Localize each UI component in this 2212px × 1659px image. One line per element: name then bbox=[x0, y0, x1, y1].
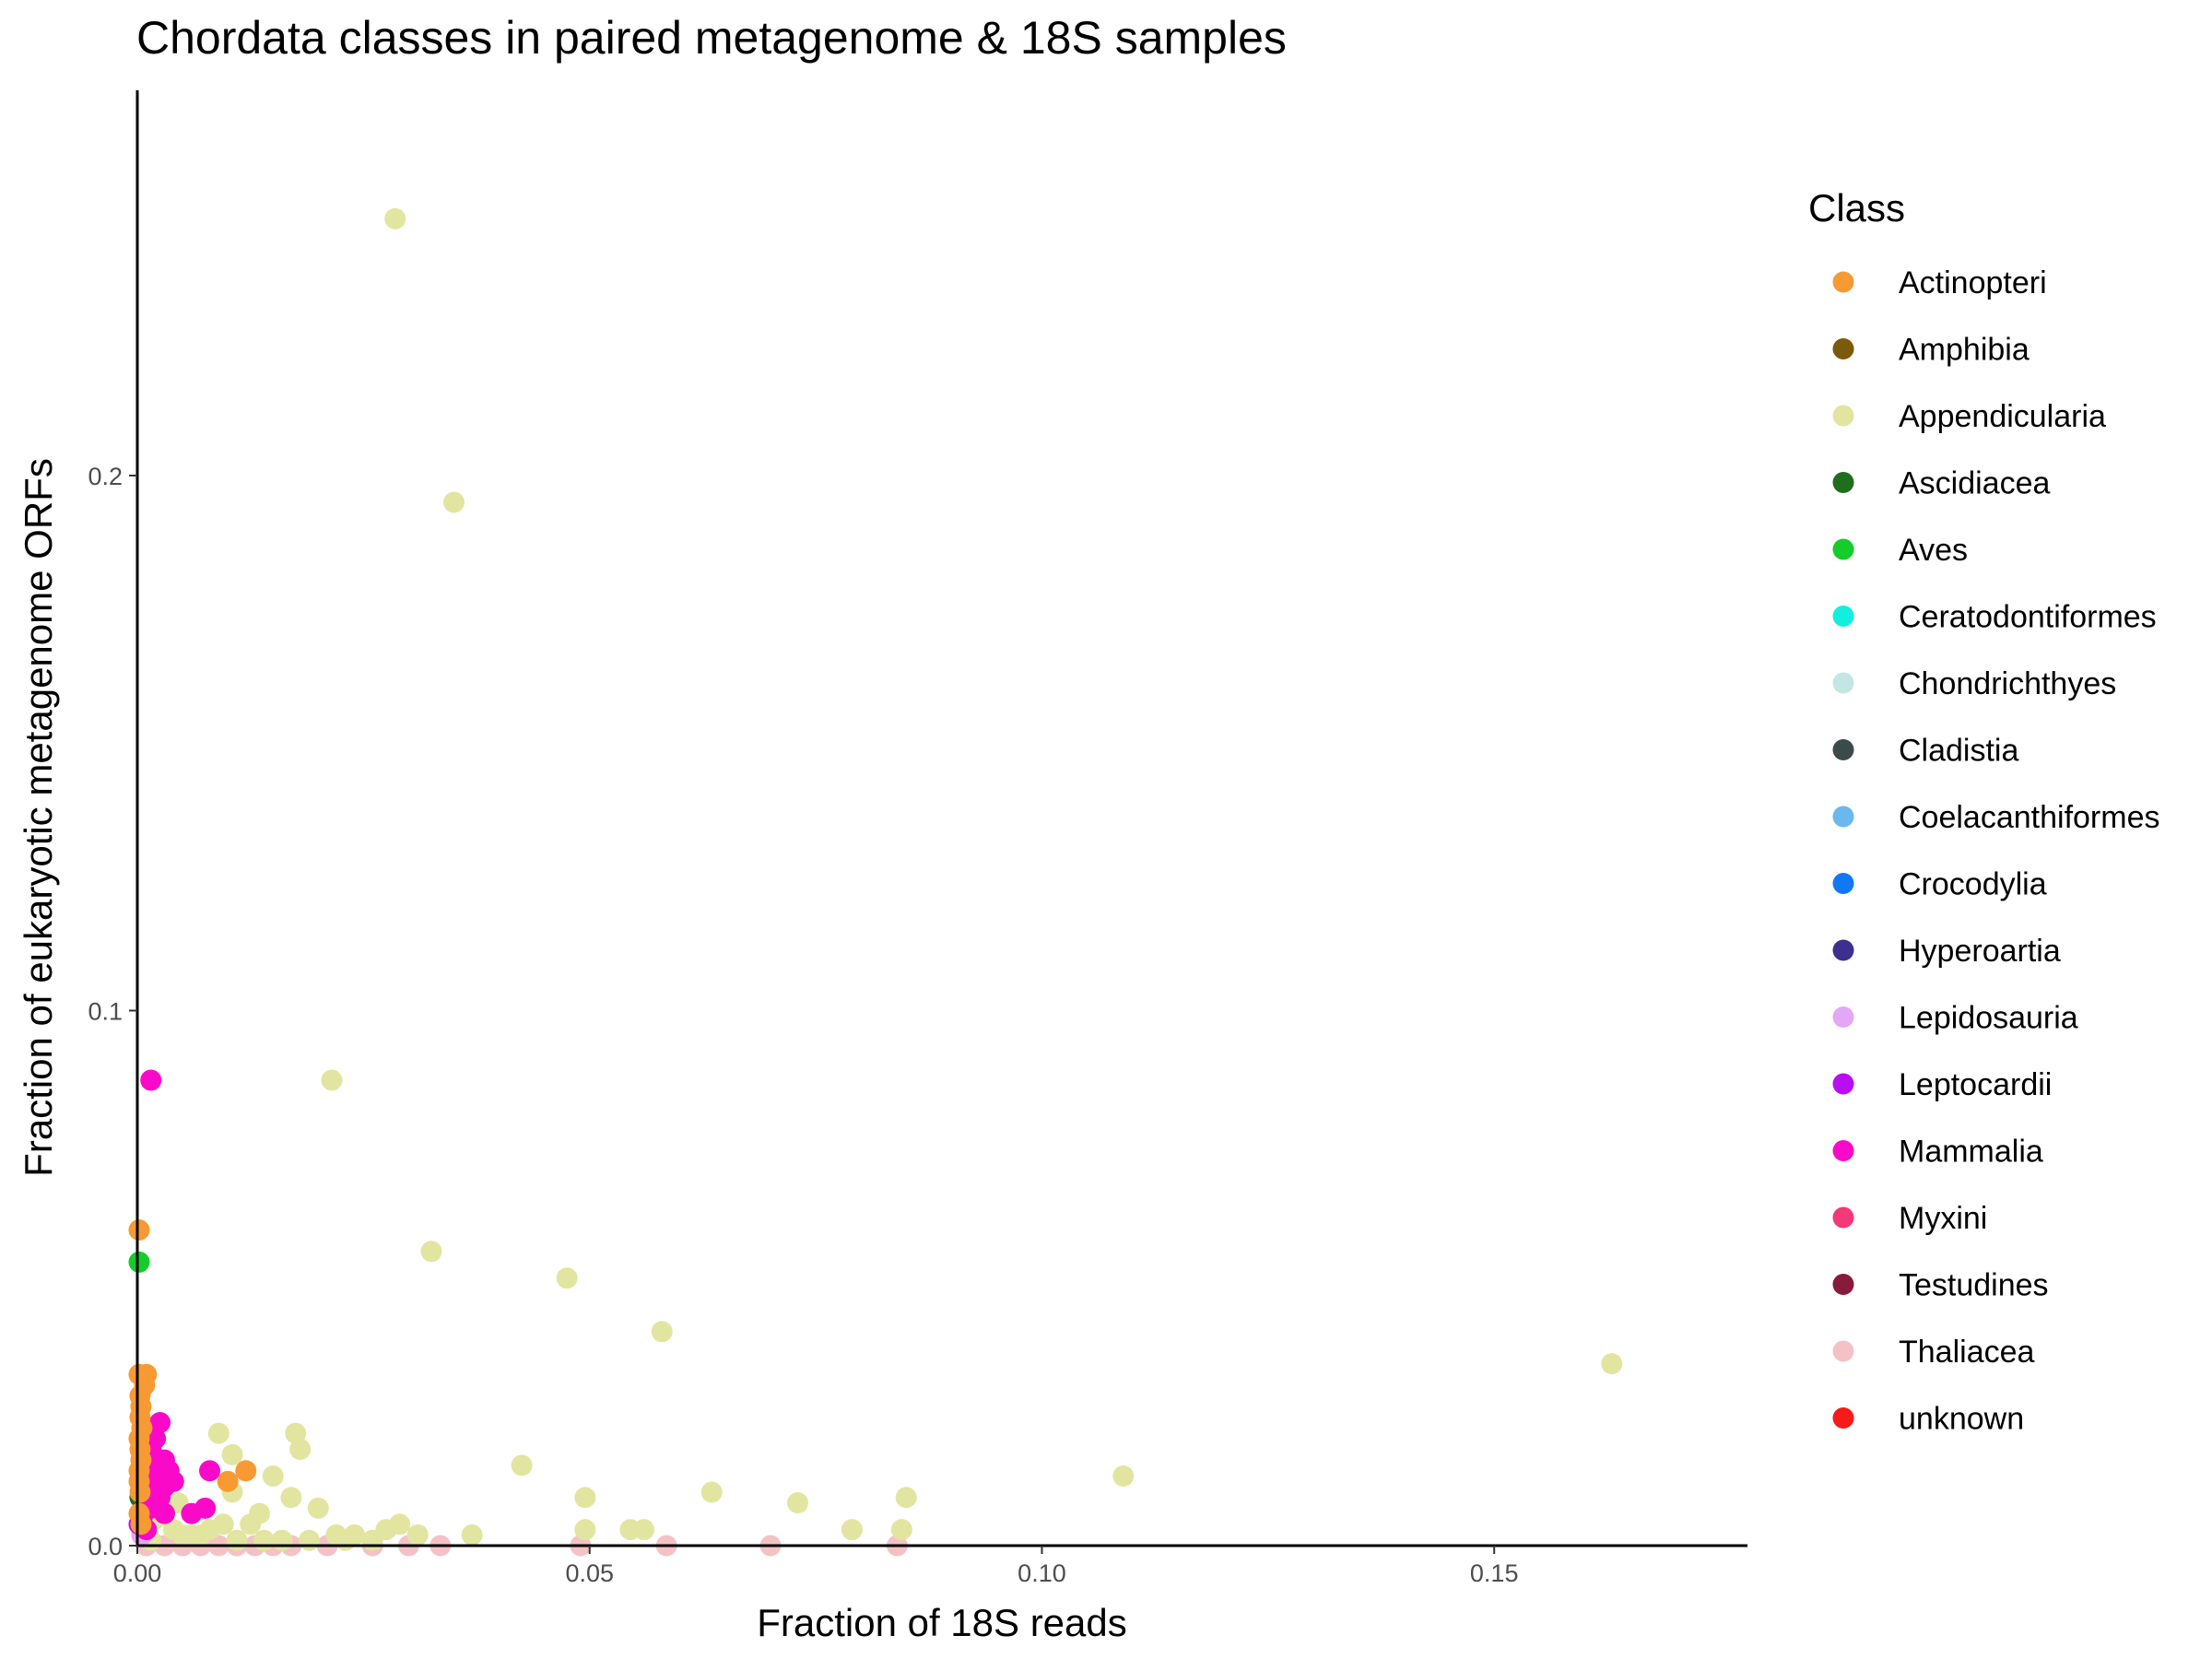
point-appendicularia bbox=[280, 1487, 302, 1509]
legend-key-amphibia bbox=[1832, 338, 1854, 359]
legend-label-ascidiacea: Ascidiacea bbox=[1899, 466, 2051, 501]
y-axis-title: Fraction of eukaryotic metagenome ORFs bbox=[17, 458, 60, 1177]
x-tick-label: 0.05 bbox=[565, 1559, 614, 1587]
legend-label-cladistia: Cladistia bbox=[1899, 734, 2018, 769]
point-appendicularia bbox=[226, 1529, 248, 1551]
legend-key-cladistia bbox=[1832, 739, 1854, 760]
legend-label-crocodylia: Crocodylia bbox=[1899, 867, 2047, 902]
x-axis-title: Fraction of 18S reads bbox=[757, 1601, 1127, 1644]
chart-title: Chordata classes in paired metagenome & … bbox=[136, 12, 1287, 64]
point-appendicularia bbox=[895, 1487, 917, 1509]
point-appendicularia bbox=[556, 1267, 578, 1289]
legend-key-chondrichthyes bbox=[1832, 672, 1854, 694]
point-appendicularia bbox=[511, 1454, 533, 1477]
legend-label-leptocardii: Leptocardii bbox=[1899, 1067, 2052, 1102]
legend-key-aves bbox=[1832, 538, 1854, 560]
legend-key-crocodylia bbox=[1832, 873, 1854, 894]
x-axis-ticks: 0.00 0.05 0.10 0.15 bbox=[113, 1546, 1519, 1587]
legend-label-appendicularia: Appendicularia bbox=[1899, 399, 2106, 434]
legend-label-aves: Aves bbox=[1899, 533, 1968, 568]
point-appendicularia bbox=[786, 1492, 808, 1514]
legend-label-myxini: Myxini bbox=[1899, 1201, 1987, 1236]
legend-label-thaliacea: Thaliacea bbox=[1899, 1335, 2035, 1370]
point-appendicularia bbox=[298, 1529, 320, 1551]
point-appendicularia bbox=[285, 1422, 307, 1444]
point-appendicularia bbox=[443, 491, 465, 513]
legend: Class ActinopteriAmphibiaAppendiculariaA… bbox=[1808, 186, 2159, 1437]
point-appendicularia bbox=[700, 1481, 723, 1503]
point-appendicularia bbox=[461, 1524, 483, 1546]
point-appendicularia bbox=[271, 1529, 293, 1551]
point-appendicularia bbox=[240, 1513, 262, 1535]
legend-label-testudines: Testudines bbox=[1899, 1268, 2049, 1303]
legend-label-ceratodontiformes: Ceratodontiformes bbox=[1899, 600, 2157, 635]
point-mammalia bbox=[199, 1460, 221, 1482]
point-appendicularia bbox=[406, 1524, 429, 1546]
point-appendicularia bbox=[262, 1465, 284, 1488]
point-appendicularia bbox=[162, 1519, 184, 1541]
point-actinopteri bbox=[235, 1460, 257, 1482]
legend-key-coelacanthiformes bbox=[1832, 806, 1854, 828]
point-mammalia bbox=[181, 1502, 203, 1524]
legend-title: Class bbox=[1808, 186, 1905, 229]
point-appendicularia bbox=[651, 1321, 673, 1343]
point-appendicularia bbox=[253, 1529, 275, 1551]
point-appendicularia bbox=[890, 1519, 912, 1541]
legend-key-myxini bbox=[1832, 1206, 1854, 1229]
point-appendicularia bbox=[574, 1487, 596, 1509]
y-axis-ticks: 0.0 0.1 0.2 bbox=[88, 463, 137, 1560]
legend-items: Actinopteri Amphibia Appendicularia Ascidia… bbox=[1832, 265, 2159, 1437]
point-appendicularia bbox=[361, 1529, 383, 1551]
point-mammalia bbox=[140, 1069, 162, 1091]
legend-label-lepidosauria: Lepidosauria bbox=[1899, 1001, 2078, 1036]
legend-label-amphibia: Amphibia bbox=[1899, 333, 2030, 368]
legend-label-unknown: unknown bbox=[1899, 1402, 2024, 1437]
point-appendicularia bbox=[1112, 1465, 1135, 1488]
legend-label-chondrichthyes: Chondrichthyes bbox=[1899, 666, 2116, 701]
legend-key-mammalia bbox=[1832, 1140, 1854, 1161]
point-appendicularia bbox=[221, 1443, 243, 1465]
point-appendicularia bbox=[619, 1519, 641, 1541]
legend-label-coelacanthiformes: Coelacanthiformes bbox=[1899, 800, 2159, 835]
legend-label-hyperoartia: Hyperoartia bbox=[1899, 934, 2061, 969]
legend-key-actinopteri bbox=[1832, 271, 1854, 293]
point-appendicularia bbox=[335, 1529, 357, 1551]
y-tick-label: 0.0 bbox=[88, 1533, 123, 1560]
legend-label-mammalia: Mammalia bbox=[1899, 1135, 2043, 1170]
point-appendicularia bbox=[1601, 1353, 1623, 1375]
legend-key-ceratodontiformes bbox=[1832, 606, 1854, 627]
point-actinopteri bbox=[129, 1481, 151, 1503]
legend-key-hyperoartia bbox=[1832, 939, 1854, 961]
x-tick-label: 0.15 bbox=[1470, 1559, 1519, 1587]
y-tick-label: 0.1 bbox=[88, 997, 123, 1025]
legend-key-lepidosauria bbox=[1832, 1006, 1854, 1028]
point-appendicularia bbox=[384, 207, 406, 229]
legend-key-unknown bbox=[1832, 1407, 1854, 1429]
x-tick-label: 0.00 bbox=[113, 1559, 162, 1587]
legend-key-ascidiacea bbox=[1832, 472, 1854, 493]
point-appendicularia bbox=[321, 1069, 343, 1091]
point-appendicularia bbox=[841, 1519, 863, 1541]
data-points bbox=[128, 207, 1623, 1557]
point-actinopteri bbox=[217, 1470, 239, 1492]
legend-key-leptocardii bbox=[1832, 1073, 1854, 1095]
x-tick-label: 0.10 bbox=[1018, 1559, 1066, 1587]
point-appendicularia bbox=[207, 1422, 229, 1444]
point-appendicularia bbox=[420, 1241, 442, 1263]
legend-label-actinopteri: Actinopteri bbox=[1899, 265, 2047, 300]
point-mammalia bbox=[149, 1411, 171, 1433]
point-aves bbox=[128, 1251, 150, 1273]
point-appendicularia bbox=[289, 1439, 312, 1461]
point-actinopteri bbox=[128, 1218, 150, 1241]
y-tick-label: 0.2 bbox=[88, 463, 123, 490]
legend-key-appendicularia bbox=[1832, 405, 1854, 427]
legend-key-thaliacea bbox=[1832, 1340, 1854, 1362]
point-appendicularia bbox=[307, 1497, 329, 1519]
legend-key-testudines bbox=[1832, 1274, 1854, 1295]
point-actinopteri bbox=[130, 1513, 152, 1535]
point-appendicularia bbox=[574, 1519, 596, 1541]
